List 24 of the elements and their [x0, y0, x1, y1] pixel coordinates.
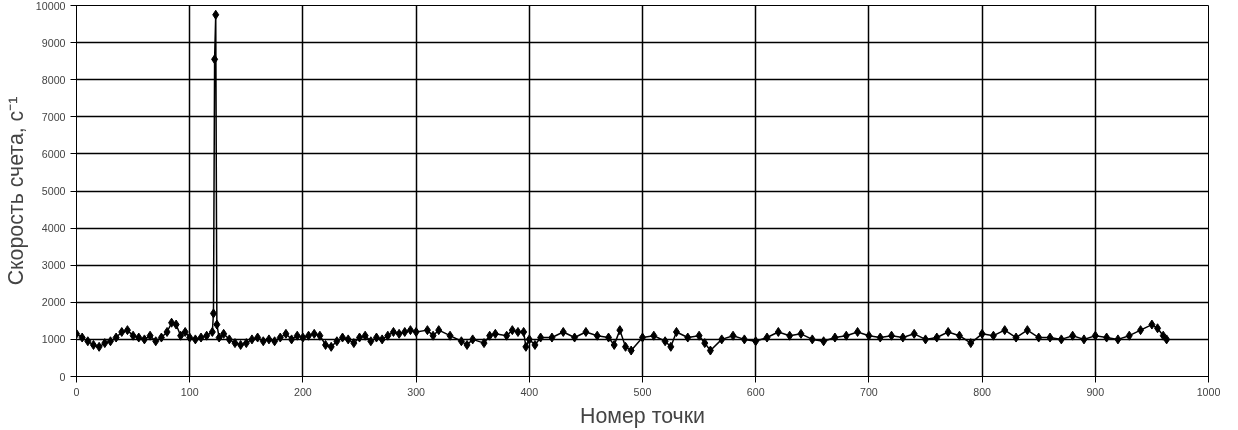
x-axis-title: Номер точки: [580, 403, 705, 428]
y-tick-label: 8000: [41, 73, 66, 86]
x-tick-label: 700: [860, 385, 878, 398]
x-tick-label: 1000: [1196, 385, 1221, 398]
x-tick-label: 800: [973, 385, 992, 398]
y-tick-label: 2000: [41, 296, 66, 309]
x-tick-label: 100: [180, 385, 199, 398]
x-tick-label: 500: [633, 385, 652, 398]
y-tick-label: 5000: [41, 185, 66, 197]
x-tick-label: 400: [520, 385, 539, 398]
y-axis-title: Скорость счета, с⁻¹: [3, 96, 28, 286]
x-tick-label: 0: [73, 385, 80, 398]
y-tick-label: 3000: [41, 259, 66, 272]
x-tick-label: 600: [746, 385, 765, 398]
y-tick-label: 4000: [41, 222, 66, 235]
x-tick-label: 900: [1086, 385, 1105, 398]
y-tick-label: 1000: [41, 333, 66, 346]
y-tick-label: 7000: [41, 110, 66, 123]
y-tick-label: 6000: [41, 147, 66, 160]
y-tick-label: 10000: [35, 0, 66, 12]
x-tick-label: 300: [407, 385, 426, 398]
y-tick-label: 0: [59, 370, 66, 383]
x-tick-label: 200: [294, 385, 312, 398]
y-tick-label: 9000: [41, 36, 66, 49]
